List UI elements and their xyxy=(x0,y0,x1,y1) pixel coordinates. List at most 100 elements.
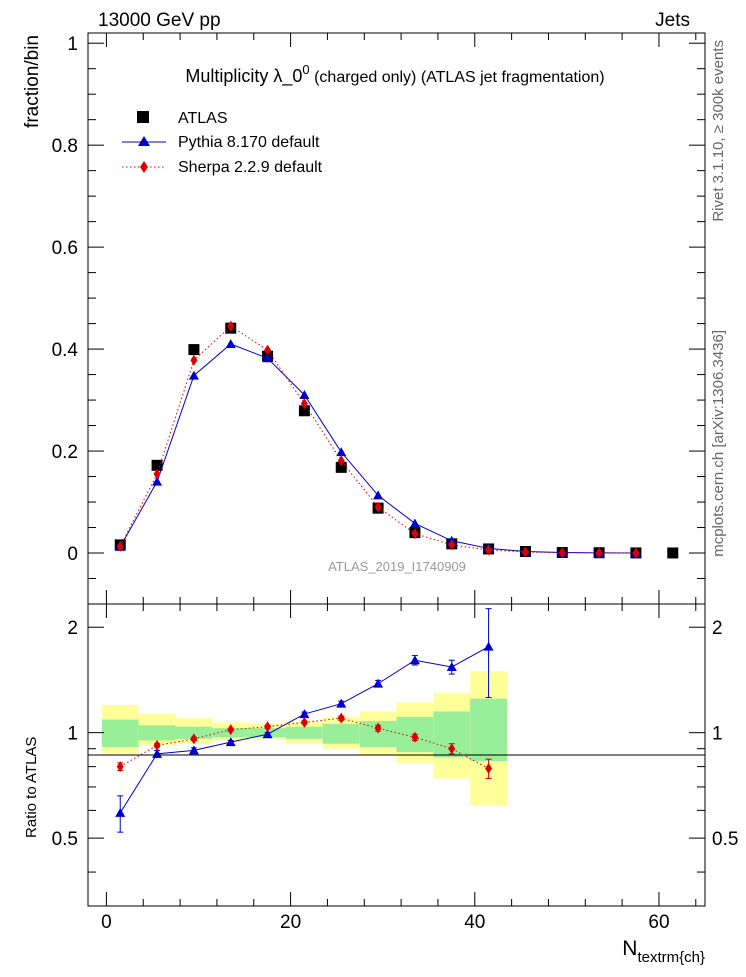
y-tick-label: 0 xyxy=(67,544,78,565)
ratio-data-point xyxy=(411,731,419,743)
ratio-data-point xyxy=(373,678,384,688)
x-tick-labels: 0 20 40 60 xyxy=(101,912,669,933)
uncertainty-band-inner xyxy=(322,723,360,744)
ratio-y-tick-label: 2 xyxy=(67,618,78,639)
ratio-data-point xyxy=(225,737,236,747)
data-point xyxy=(262,353,273,363)
data-point xyxy=(448,539,456,551)
data-point xyxy=(188,344,200,356)
x-axis-label-main: N xyxy=(622,937,637,960)
series-line xyxy=(119,325,636,554)
ratio-data-point xyxy=(188,745,199,755)
data-point xyxy=(521,546,529,558)
main-y-tick-labels: 0 0.2 0.4 0.6 0.8 1 xyxy=(52,34,79,565)
legend-label-pythia: Pythia 8.170 default xyxy=(178,134,320,151)
series-sherpa-2-2-9-default xyxy=(116,320,640,559)
data-point xyxy=(225,338,236,348)
data-point xyxy=(188,370,199,380)
ratio-axis-ticks xyxy=(88,604,705,906)
ratio-data-point xyxy=(299,709,310,719)
ratio-data-point xyxy=(336,698,347,708)
ratio-data-point xyxy=(448,743,456,755)
main-plot-title-sup: 0 xyxy=(302,62,309,77)
ratio-data-point xyxy=(374,722,382,734)
y-tick-label: 0.8 xyxy=(52,136,78,157)
uncertainty-band-inner xyxy=(470,698,508,762)
main-plot-title-main: Multiplicity λ_0 xyxy=(185,66,302,87)
main-plot-title: Multiplicity λ_00 (charged only) (ATLAS … xyxy=(185,62,604,87)
header-energy-label: 13000 GeV pp xyxy=(98,10,221,31)
data-point xyxy=(190,354,198,366)
ratio-y-tick-label-right: 2 xyxy=(712,618,723,639)
data-point xyxy=(485,544,493,556)
data-point xyxy=(300,398,308,410)
ratio-data-point xyxy=(300,716,308,728)
y-tick-label: 0.2 xyxy=(52,442,78,463)
data-point xyxy=(411,528,419,540)
data-point xyxy=(298,405,310,417)
data-point xyxy=(558,547,566,559)
ratio-series-pythia-8-170-default xyxy=(115,608,494,833)
data-point xyxy=(409,518,420,528)
analysis-watermark: ATLAS_2019_I1740909 xyxy=(328,559,466,574)
header-process-label: Jets xyxy=(655,10,690,31)
ratio-data-point xyxy=(227,724,235,736)
data-point xyxy=(374,501,382,513)
ratio-data-point xyxy=(190,733,198,745)
ratio-y-tick-labels: 0.5 0.5 1 1 2 2 xyxy=(52,618,739,850)
ratio-data-point xyxy=(483,641,494,651)
x-tick-label: 0 xyxy=(101,912,112,933)
y-tick-label: 0.4 xyxy=(52,340,79,361)
uncertainty-band-inner xyxy=(138,725,176,741)
uncertainty-band-inner xyxy=(101,719,139,748)
data-point xyxy=(632,547,640,559)
data-point xyxy=(151,459,163,471)
main-plot-panel: 00.20.40.60.81 Multiplicity λ_00 (charge… xyxy=(22,32,706,605)
ratio-data-series xyxy=(115,608,494,833)
main-axis-ticks xyxy=(88,33,705,605)
ratio-data-point xyxy=(264,721,272,733)
main-data-series xyxy=(114,320,679,559)
ratio-data-point xyxy=(337,712,345,724)
legend-marker-pythia xyxy=(138,136,150,146)
ratio-data-point xyxy=(409,655,420,665)
legend: ATLAS Pythia 8.170 default Sherpa 2.2.9 … xyxy=(122,110,323,176)
x-tick-label: 40 xyxy=(464,912,485,933)
x-tick-label: 20 xyxy=(280,912,301,933)
data-point xyxy=(336,447,347,457)
ratio-data-point xyxy=(446,661,457,671)
ratio-data-point xyxy=(262,729,273,739)
main-y-axis-label: fraction/bin xyxy=(22,35,43,128)
data-point xyxy=(595,547,603,559)
legend-label-atlas: ATLAS xyxy=(178,110,228,127)
ratio-data-point xyxy=(153,739,161,751)
data-point xyxy=(152,476,163,486)
data-point xyxy=(153,468,161,480)
ratio-plot-panel: 0.5 0.5 1 1 2 2 0 20 40 60 Ratio to ATLAS Ntextr… xyxy=(23,603,739,966)
mcplots-reference-label: mcplots.cern.ch [arXiv:1306.3436] xyxy=(710,330,727,557)
ratio-y-tick-label-right: 1 xyxy=(712,724,723,745)
x-tick-label: 60 xyxy=(648,912,669,933)
data-point xyxy=(264,344,272,356)
legend-marker-sherpa xyxy=(140,161,148,173)
y-tick-label: 1 xyxy=(67,34,78,55)
ratio-plot-frame xyxy=(87,603,706,907)
data-point xyxy=(373,490,384,500)
ratio-data-point xyxy=(115,807,126,817)
main-plot-title-rest: (charged only) (ATLAS jet fragmentation) xyxy=(310,69,605,86)
data-point xyxy=(337,455,345,467)
data-point xyxy=(227,320,235,332)
uncertainty-band-inner xyxy=(175,726,213,739)
ratio-y-axis-label: Ratio to ATLAS xyxy=(23,737,40,838)
y-tick-label: 0.6 xyxy=(52,238,78,259)
ratio-y-tick-label-right: 0.5 xyxy=(712,829,738,850)
ratio-data-point xyxy=(116,761,124,773)
rivet-version-label: Rivet 3.1.10, ≥ 300k events xyxy=(710,40,727,222)
ratio-y-tick-label: 0.5 xyxy=(52,829,78,850)
data-point xyxy=(335,461,347,473)
ratio-data-point xyxy=(485,763,493,775)
ratio-y-tick-label: 1 xyxy=(67,724,78,745)
data-point xyxy=(299,389,310,399)
